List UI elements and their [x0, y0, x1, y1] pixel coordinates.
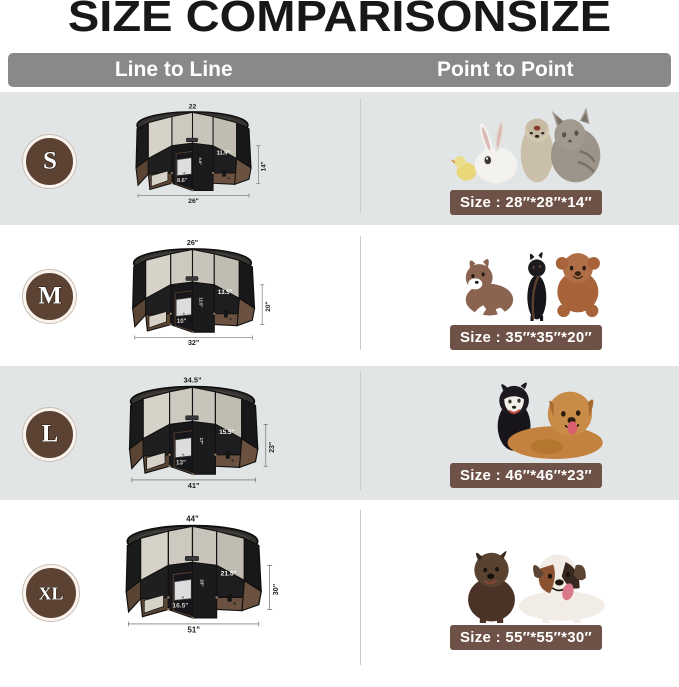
svg-text:16.5": 16.5"	[172, 603, 188, 610]
svg-text:8.6": 8.6"	[177, 178, 188, 184]
svg-text:12.5": 12.5"	[199, 297, 204, 307]
svg-text:41": 41"	[188, 481, 200, 490]
svg-text:13.5": 13.5"	[218, 290, 233, 296]
svg-text:13": 13"	[176, 460, 186, 467]
svg-text:14": 14"	[260, 161, 267, 171]
svg-text:L: L	[41, 420, 58, 447]
svg-text:23": 23"	[199, 579, 204, 586]
svg-text:XL: XL	[38, 584, 63, 604]
svg-text:S: S	[43, 147, 57, 174]
svg-text:10": 10"	[177, 319, 187, 325]
svg-text:44": 44"	[186, 514, 199, 523]
svg-text:11.5": 11.5"	[217, 151, 231, 157]
svg-text:26": 26"	[187, 240, 198, 247]
svg-text:23": 23"	[269, 442, 276, 453]
svg-text:30": 30"	[271, 584, 280, 595]
svg-text:22: 22	[189, 103, 197, 110]
svg-text:51": 51"	[187, 625, 200, 634]
svg-text:26": 26"	[188, 198, 199, 205]
svg-text:20": 20"	[265, 301, 272, 311]
svg-text:32": 32"	[188, 340, 199, 347]
svg-text:34.5": 34.5"	[183, 376, 201, 385]
svg-text:15.5": 15.5"	[219, 429, 234, 436]
svg-text:M: M	[38, 282, 62, 309]
svg-text:17": 17"	[199, 438, 204, 445]
svg-text:9.8": 9.8"	[198, 158, 202, 165]
svg-text:21.5": 21.5"	[221, 571, 237, 578]
